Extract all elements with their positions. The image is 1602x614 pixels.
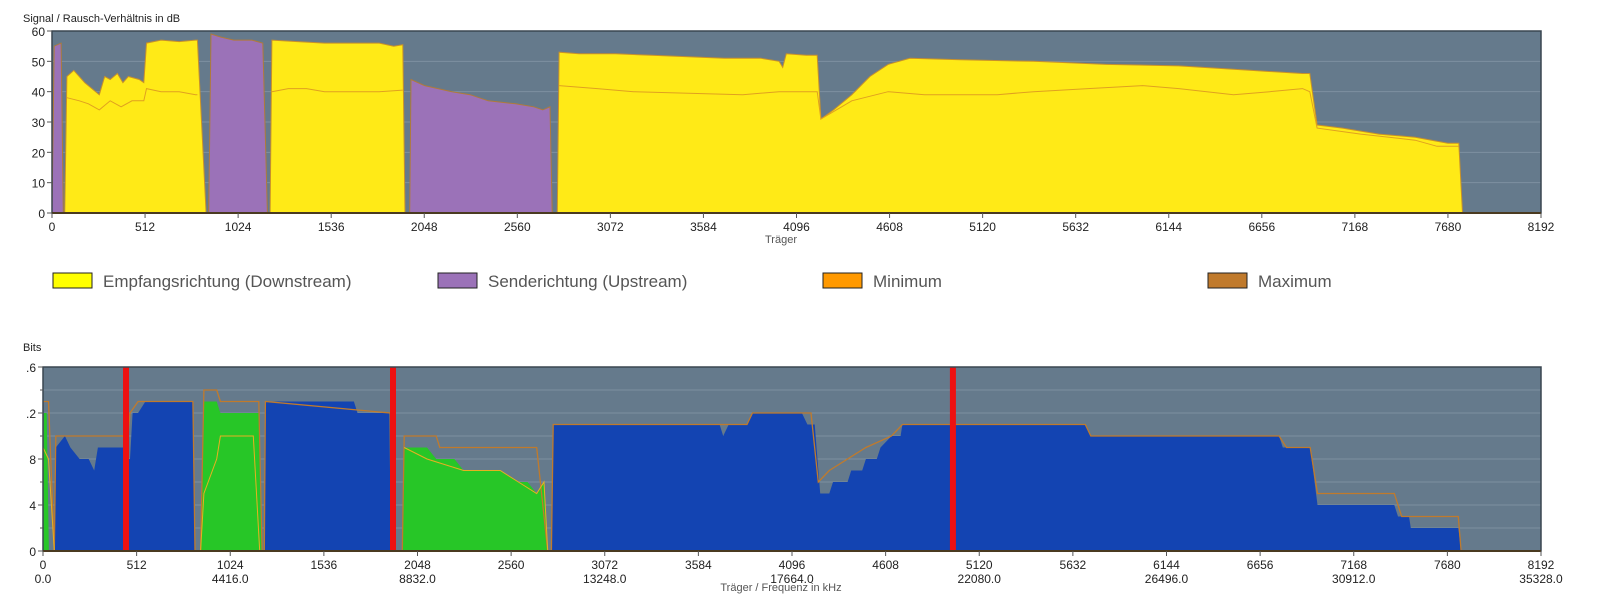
legend-label: Senderichtung (Upstream): [488, 272, 687, 291]
snr-y-axis-title: Signal / Rausch-Verhältnis in dB: [23, 13, 180, 25]
x-tick-label: 1536: [311, 558, 338, 572]
x-tick-label: 3072: [597, 220, 624, 234]
frequency-tick-label: 35328.0: [1519, 572, 1563, 586]
y-tick-label: 10: [32, 177, 46, 191]
maximum-bits-line: [43, 389, 1541, 552]
y-tick-label: 60: [32, 25, 46, 39]
x-tick-label: 4608: [872, 558, 899, 572]
bits-y-axis-title: Bits: [23, 342, 42, 354]
x-tick-label: 1536: [318, 220, 345, 234]
y-tick-label: 50: [32, 55, 46, 69]
downstream-snr-area: [556, 51, 1464, 214]
x-tick-label: 6656: [1248, 220, 1275, 234]
frequency-tick-label: 26496.0: [1145, 572, 1189, 586]
y-tick-label: 20: [32, 146, 46, 160]
y-tick-label: .2: [26, 407, 36, 421]
minimum-bits-line: [42, 447, 55, 552]
snr-x-axis-title: Träger: [765, 234, 797, 246]
downstream-snr-area: [269, 39, 406, 214]
y-tick-label: 0: [29, 545, 36, 559]
minimum-bits-line: [403, 447, 549, 552]
bits-chart: 0 4 8 .2 .6 0 512 1024 1536 2048 2560 3072 3584 4096 4…: [26, 361, 1563, 586]
x-tick-label: 8192: [1528, 220, 1555, 234]
x-tick-label: 7168: [1342, 220, 1369, 234]
x-tick-label: 7680: [1435, 220, 1462, 234]
legend-label: Minimum: [873, 272, 942, 291]
x-tick-label: 1024: [217, 558, 244, 572]
legend-swatch: [1207, 272, 1248, 289]
upstream-bits-area: [200, 401, 263, 551]
legend-swatch: [822, 272, 863, 289]
x-tick-label: 2560: [498, 558, 525, 572]
x-tick-label: 4608: [876, 220, 903, 234]
x-tick-label: 5120: [966, 558, 993, 572]
x-tick-label: 1024: [225, 220, 252, 234]
frequency-tick-label: 30912.0: [1332, 572, 1376, 586]
legend-item: Minimum: [822, 272, 942, 291]
pilot-tone-marker: [949, 367, 956, 551]
x-tick-label: 7680: [1434, 558, 1461, 572]
upstream-bits-area: [402, 447, 548, 551]
x-tick-label: 2048: [411, 220, 438, 234]
x-tick-label: 512: [135, 220, 155, 234]
legend-item: Senderichtung (Upstream): [437, 272, 687, 291]
upstream-snr-area: [208, 33, 268, 214]
minimum-bits-line: [200, 435, 261, 552]
upstream-bits-area: [43, 413, 49, 551]
x-tick-label: 3072: [591, 558, 618, 572]
legend: Empfangsrichtung (Downstream) Senderichtu…: [52, 272, 1332, 291]
frequency-tick-label: 8832.0: [399, 572, 436, 586]
y-tick-label: 4: [29, 499, 36, 513]
upstream-snr-area: [51, 42, 64, 214]
pilot-tone-marker: [123, 367, 130, 551]
x-tick-label: 8192: [1528, 558, 1555, 572]
frequency-tick-label: 22080.0: [958, 572, 1002, 586]
downstream-bits-area: [264, 401, 392, 551]
x-tick-label: 3584: [685, 558, 712, 572]
frequency-tick-label: 17664.0: [770, 572, 814, 586]
frequency-tick-label: 4416.0: [212, 572, 249, 586]
x-tick-label: 4096: [779, 558, 806, 572]
x-tick-label: 0: [49, 220, 56, 234]
minimum-snr-line: [66, 88, 198, 111]
legend-item: Maximum: [1207, 272, 1332, 291]
x-tick-label: 5632: [1060, 558, 1087, 572]
downstream-bits-area: [551, 413, 1462, 551]
frequency-tick-label: 13248.0: [583, 572, 627, 586]
x-tick-label: 512: [127, 558, 147, 572]
x-tick-label: 2560: [504, 220, 531, 234]
x-tick-label: 4096: [783, 220, 810, 234]
frequency-tick-label: 0.0: [35, 572, 52, 586]
legend-label: Empfangsrichtung (Downstream): [103, 272, 351, 291]
pilot-tone-marker: [389, 367, 396, 551]
x-tick-label: 0: [40, 558, 47, 572]
x-tick-label: 6144: [1155, 220, 1182, 234]
y-tick-label: 8: [29, 453, 36, 467]
x-tick-label: 6144: [1153, 558, 1180, 572]
upstream-snr-area: [409, 78, 553, 214]
x-tick-label: 5120: [969, 220, 996, 234]
y-tick-label: 40: [32, 86, 46, 100]
legend-item: Empfangsrichtung (Downstream): [52, 272, 351, 291]
minimum-snr-line: [559, 85, 1459, 147]
downstream-snr-area: [64, 39, 207, 214]
y-tick-label: 0: [38, 207, 45, 221]
x-tick-label: 7168: [1340, 558, 1367, 572]
y-tick-label: .6: [26, 361, 36, 375]
y-tick-label: 30: [32, 116, 46, 130]
bits-x-axis-title: Träger / Frequenz in kHz: [720, 582, 841, 594]
minimum-snr-line: [271, 88, 403, 93]
x-tick-label: 6656: [1247, 558, 1274, 572]
x-tick-label: 3584: [690, 220, 717, 234]
legend-swatch: [52, 272, 93, 289]
legend-label: Maximum: [1258, 272, 1332, 291]
x-tick-label: 5632: [1062, 220, 1089, 234]
legend-swatch: [437, 272, 478, 289]
snr-chart: 0 10 20 30 40 50 60 0 512 1024 1536 2048 2560 3072 358…: [32, 25, 1555, 234]
x-tick-label: 2048: [404, 558, 431, 572]
